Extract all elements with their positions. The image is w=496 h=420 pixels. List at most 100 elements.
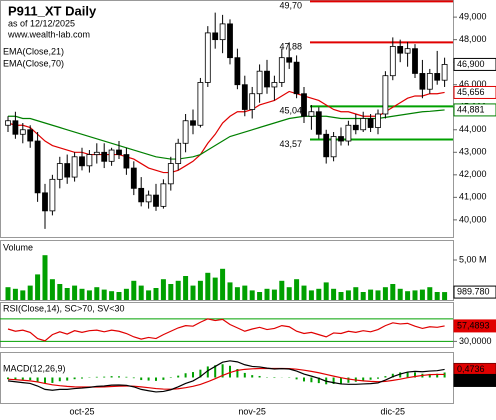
candle-body (352, 124, 359, 131)
volume-bar (405, 291, 411, 300)
candle-body (12, 120, 19, 135)
candle-body (71, 156, 78, 178)
histogram-bar (192, 372, 194, 378)
candle-body (175, 142, 182, 164)
volume-bar (397, 288, 403, 300)
volume-bar (242, 285, 248, 300)
candle-body (315, 111, 322, 135)
candle-body (219, 23, 226, 41)
histogram-bar (199, 369, 202, 378)
volume-bar (427, 287, 433, 300)
histogram-bar (162, 377, 165, 380)
histogram-bar (399, 372, 402, 378)
level-label: 43,57 (279, 139, 302, 149)
signal-line (7, 367, 445, 390)
last-value-box (453, 285, 496, 299)
volume-bar (146, 290, 152, 300)
level-label: 47,88 (279, 42, 302, 52)
candle-body (338, 136, 344, 142)
histogram-bar (51, 377, 54, 383)
candle-body (441, 64, 448, 81)
histogram-bar (406, 371, 409, 378)
candle-body (375, 113, 381, 128)
histogram-bar (251, 375, 254, 378)
last-value-label: 0,4736 (457, 364, 485, 374)
volume-bar (442, 292, 448, 300)
candle-body (367, 118, 374, 128)
volume-bar (234, 287, 240, 300)
histogram-bar (95, 376, 98, 378)
volume-bar (412, 290, 418, 300)
volume-bar (368, 289, 374, 300)
last-value-box (453, 103, 496, 117)
candle-body (323, 133, 330, 158)
volume-bar (64, 288, 70, 300)
histogram-bar (125, 376, 128, 378)
candle-body (426, 73, 433, 90)
panel-title: Volume (3, 242, 33, 252)
volume-bar (419, 289, 425, 300)
candle-body (167, 163, 174, 185)
histogram-bar (273, 377, 276, 379)
candle-body (182, 120, 189, 144)
candle-body (404, 48, 411, 54)
volume-bar (264, 288, 270, 300)
histogram-bar (295, 377, 298, 380)
candle-body (108, 149, 115, 162)
subtitle: as of 12/12/2025 (8, 18, 75, 28)
volume-bar (27, 285, 33, 300)
histogram-bar (206, 366, 209, 378)
volume-bar (160, 279, 166, 300)
histogram-bar (36, 377, 39, 382)
candle-body (227, 23, 233, 59)
y-tick-label: 44,000 (459, 124, 487, 134)
y-tick-label: 41,000 (459, 192, 487, 202)
volume-bar (294, 279, 300, 300)
candle-body (293, 61, 300, 95)
volume-bar (101, 289, 107, 300)
volume-bar (390, 284, 396, 300)
volume-bar (116, 292, 122, 300)
volume-bar (220, 268, 226, 300)
legend-entry: EMA(Close,70) (3, 58, 64, 68)
histogram-bar (310, 377, 313, 383)
last-value-label: 46,900 (457, 59, 485, 69)
volume-bar (109, 291, 115, 300)
source: www.wealth-lab.com (7, 29, 90, 39)
candle-body (264, 70, 270, 88)
last-value-box (453, 319, 496, 333)
ema-line (7, 90, 445, 174)
volume-bar (227, 282, 233, 300)
candle-body (160, 183, 167, 207)
volume-bar (212, 277, 218, 300)
last-value-label: 989.780 (457, 286, 490, 296)
histogram-bar (317, 377, 320, 384)
level-label: 49,70 (279, 1, 302, 11)
candle-body (301, 93, 307, 117)
panel-title: MACD(12,26,9) (3, 363, 66, 373)
histogram-bar (258, 375, 261, 378)
last-value-label: 44,881 (457, 104, 485, 114)
histogram-bar (118, 376, 120, 378)
candle-body (93, 151, 100, 155)
volume-bar (57, 284, 63, 300)
candle-body (101, 151, 108, 162)
candle-body (34, 140, 41, 194)
histogram-bar (140, 377, 143, 381)
histogram-bar (243, 372, 246, 378)
volume-bar (49, 279, 55, 300)
volume-bar (331, 288, 337, 300)
volume-bar (20, 290, 26, 300)
macd-line (7, 360, 445, 393)
histogram-bar (7, 377, 9, 380)
candle-body (241, 84, 248, 110)
volume-bar (175, 280, 181, 300)
candle-body (56, 163, 63, 180)
last-value-box (453, 373, 496, 387)
candle-body (397, 46, 404, 54)
last-value-box (453, 57, 496, 71)
volume-bar (249, 290, 255, 300)
